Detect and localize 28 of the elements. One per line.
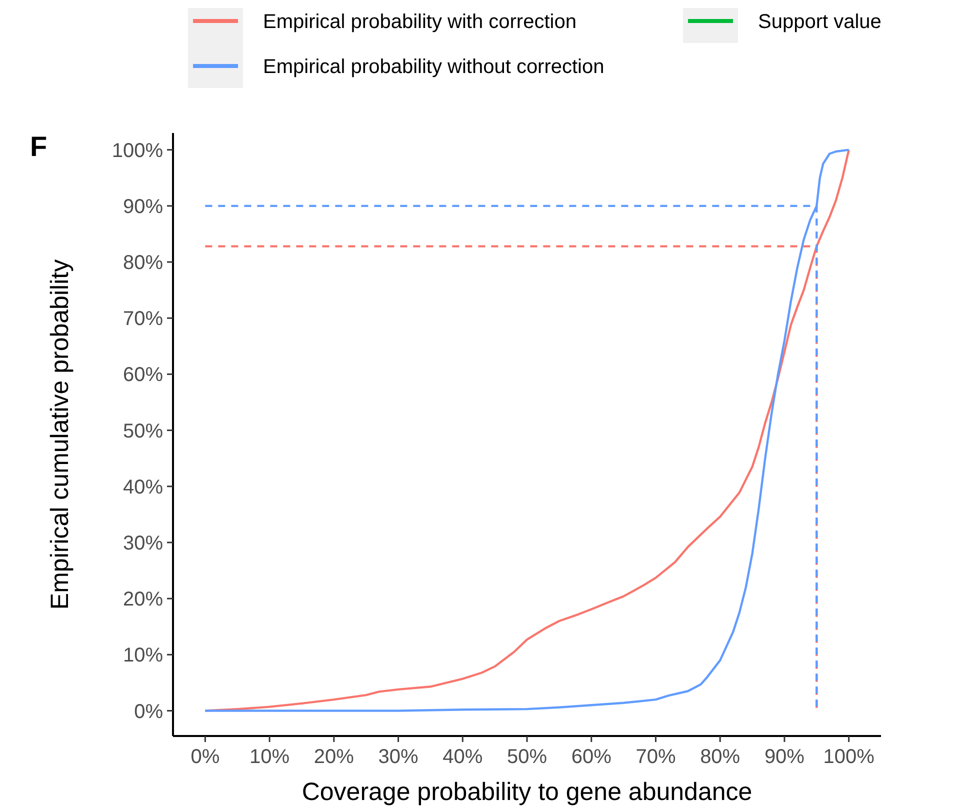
- legend-label: Empirical probability with correction: [263, 11, 576, 33]
- y-tick-label: 80%: [122, 252, 164, 274]
- y-tick-label: 0%: [134, 700, 164, 723]
- x-tick-label: 80%: [700, 746, 740, 768]
- x-tick-label: 30%: [378, 746, 419, 768]
- x-tick-label: 40%: [442, 746, 483, 768]
- x-tick-label: 70%: [636, 746, 676, 768]
- y-tick-label: 20%: [122, 588, 164, 611]
- legend-label: Empirical probability without correction: [263, 56, 604, 78]
- y-tick-label: 10%: [122, 644, 164, 667]
- y-tick-label: 100%: [112, 140, 164, 162]
- y-axis-title: Empirical cumulative probability: [46, 258, 74, 610]
- x-tick-label: 60%: [571, 746, 612, 768]
- x-tick-label: 90%: [764, 746, 805, 768]
- y-tick-label: 50%: [122, 420, 164, 442]
- x-tick-label: 50%: [506, 746, 548, 768]
- y-tick-label: 90%: [122, 196, 164, 218]
- legend-label: Support value: [758, 11, 882, 33]
- x-tick-label: 10%: [250, 746, 290, 768]
- y-tick-label: 70%: [122, 308, 164, 330]
- y-tick-label: 30%: [122, 532, 164, 554]
- x-tick-label: 0%: [190, 746, 220, 768]
- text: F: [30, 131, 48, 162]
- x-tick-label: 100%: [823, 746, 875, 768]
- x-axis-title: Coverage probability to gene abundance: [302, 778, 752, 806]
- y-tick-label: 60%: [122, 364, 164, 386]
- y-tick-label: 40%: [122, 476, 164, 498]
- x-tick-label: 20%: [314, 746, 354, 768]
